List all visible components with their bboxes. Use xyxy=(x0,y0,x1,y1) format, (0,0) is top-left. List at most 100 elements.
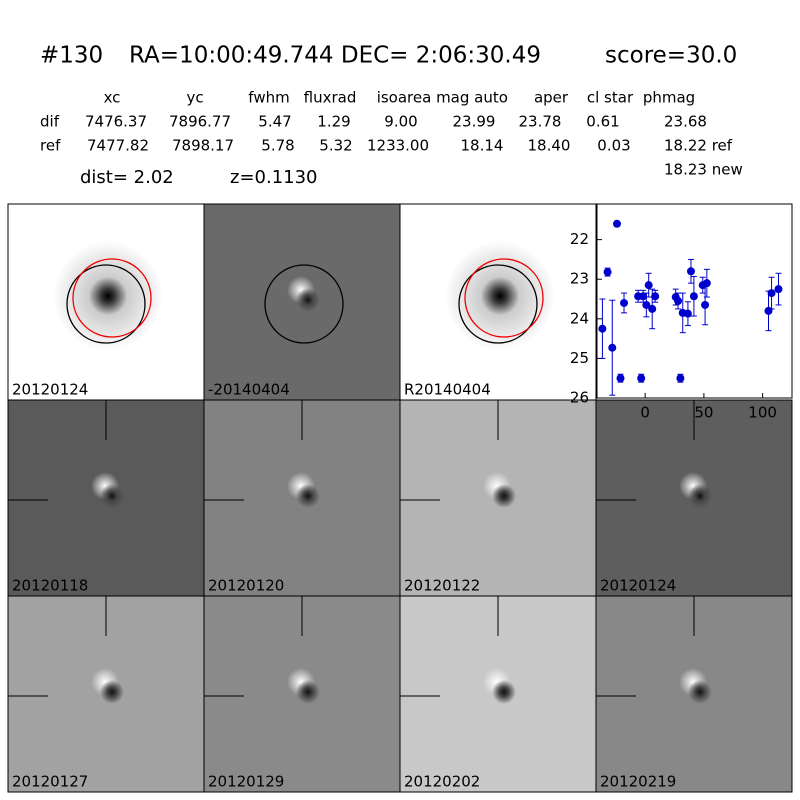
x-tick-label: 0 xyxy=(640,404,650,422)
point xyxy=(689,292,698,301)
stamp: R20140404 xyxy=(399,203,597,401)
point xyxy=(620,298,629,307)
table-cell: 7896.77 xyxy=(169,113,231,131)
stamp: -20140404 xyxy=(203,203,401,401)
column-header: isoarea xyxy=(377,89,432,107)
point xyxy=(676,374,685,383)
stamp-label: -20140404 xyxy=(208,381,290,399)
new-circle xyxy=(464,258,544,338)
stamp: 20120129 xyxy=(203,595,401,793)
redshift: z=0.1130 xyxy=(230,167,318,188)
point xyxy=(639,292,648,301)
residual-dark xyxy=(688,484,712,508)
point xyxy=(598,324,607,333)
stamp-label: 20120219 xyxy=(600,773,676,791)
table-cell: 1.29 xyxy=(317,113,350,131)
point xyxy=(686,267,695,276)
phmag-new: 18.23 new xyxy=(664,161,743,179)
y-tick-label: 25 xyxy=(570,349,589,367)
point xyxy=(612,219,621,228)
ref-circle xyxy=(264,264,344,344)
stamp-label: 20120129 xyxy=(208,773,284,791)
table-cell: 5.78 xyxy=(261,137,294,155)
stamp: 20120219 xyxy=(595,595,793,793)
table-cell: 7898.17 xyxy=(172,137,234,155)
plot-area xyxy=(596,203,793,399)
stamp-label: 20120124 xyxy=(12,381,88,399)
point xyxy=(683,309,692,318)
residual-dark xyxy=(296,680,320,704)
ref-circle xyxy=(458,264,538,344)
table-cell: 7476.37 xyxy=(85,113,147,131)
stamp-label: 20120122 xyxy=(404,577,480,595)
stamp: 20120202 xyxy=(399,595,597,793)
y-tick-label: 26 xyxy=(570,389,589,407)
column-header: cl star xyxy=(587,89,634,107)
stamp-label: 20120202 xyxy=(404,773,480,791)
point xyxy=(651,292,660,301)
table-cell: 23.99 xyxy=(453,113,496,131)
column-header: yc xyxy=(186,89,203,107)
table-cell: 9.00 xyxy=(384,113,417,131)
residual-dark xyxy=(100,680,124,704)
residual-dark xyxy=(100,484,124,508)
stamp: 20120120 xyxy=(203,399,401,597)
stamp: 20120124 xyxy=(7,203,205,401)
new-circle xyxy=(72,258,152,338)
stamp-label: 20120124 xyxy=(600,577,676,595)
table-cell: 5.32 xyxy=(319,137,352,155)
point xyxy=(774,285,783,294)
stamp: 20120127 xyxy=(7,595,205,793)
table-cell: 18.14 xyxy=(461,137,504,155)
dist: dist= 2.02 xyxy=(80,167,174,188)
column-header: aper xyxy=(534,89,569,107)
column-header: xc xyxy=(104,89,121,107)
table-cell: 23.78 xyxy=(519,113,562,131)
point xyxy=(702,279,711,288)
y-tick-label: 23 xyxy=(570,270,589,288)
y-tick-label: 22 xyxy=(570,230,589,248)
stamp-label: 20120120 xyxy=(208,577,284,595)
residual-dark xyxy=(492,484,516,508)
point xyxy=(637,374,646,383)
point xyxy=(674,297,683,305)
table-cell: 1233.00 xyxy=(367,137,429,155)
column-header: fwhm xyxy=(248,89,289,107)
x-tick-label: 100 xyxy=(748,404,777,422)
table-cell: 7477.82 xyxy=(87,137,149,155)
table-cell: ref xyxy=(40,137,61,155)
table-cell: 0.03 xyxy=(597,137,630,155)
point xyxy=(616,374,625,383)
x-tick-label: 50 xyxy=(694,404,713,422)
residual-dark xyxy=(296,484,320,508)
point xyxy=(648,304,657,313)
point xyxy=(767,289,776,298)
score: score=30.0 xyxy=(605,43,737,69)
point xyxy=(642,300,651,309)
residual-dark xyxy=(492,680,516,704)
table-cell: 18.22 ref xyxy=(664,137,733,155)
galaxy xyxy=(445,241,555,351)
residual-dark xyxy=(296,288,320,312)
stamp-label: 20120118 xyxy=(12,577,88,595)
stamp: 20120122 xyxy=(399,399,597,597)
stamp: 20120124 xyxy=(595,399,793,597)
column-header: mag auto xyxy=(436,89,508,107)
table-cell: dif xyxy=(40,113,60,131)
stamp-label: R20140404 xyxy=(404,381,491,399)
ref-circle xyxy=(66,264,146,344)
candidate-id: #130 xyxy=(40,43,103,69)
stamp: 20120118 xyxy=(7,399,205,597)
stamp-label: 20120127 xyxy=(12,773,88,791)
table-cell: 5.47 xyxy=(258,113,291,131)
point xyxy=(701,300,710,309)
point xyxy=(603,268,612,277)
coords: RA=10:00:49.744 DEC= 2:06:30.49 xyxy=(129,43,541,69)
column-header: fluxrad xyxy=(304,89,357,107)
point xyxy=(608,343,617,352)
table-cell: 23.68 xyxy=(664,113,707,131)
column-header: phmag xyxy=(643,89,695,107)
point xyxy=(644,281,653,290)
table-cell: 0.61 xyxy=(586,113,619,131)
